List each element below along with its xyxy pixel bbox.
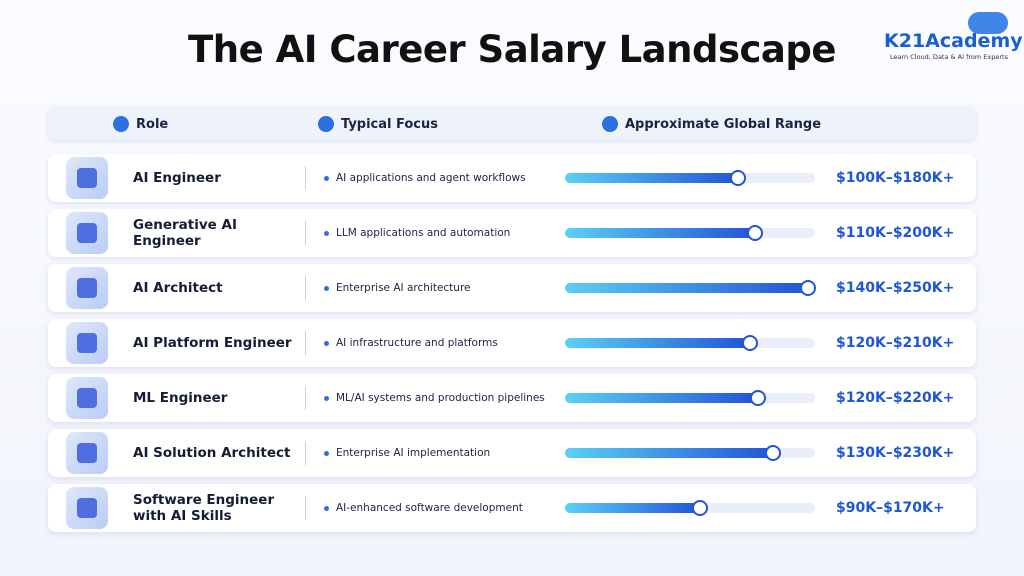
role-name: Generative AI Engineer bbox=[133, 217, 237, 249]
role-icon bbox=[66, 377, 108, 419]
column-label: Approximate Global Range bbox=[625, 116, 822, 132]
bar-knob bbox=[729, 170, 746, 186]
role-icon bbox=[66, 212, 108, 254]
divider bbox=[305, 221, 306, 245]
bar-knob bbox=[799, 280, 816, 296]
role-name: AI Platform Engineer bbox=[133, 335, 292, 351]
salary-range: $90K–$170K+ bbox=[836, 500, 945, 516]
focus-text: AI infrastructure and platforms bbox=[324, 319, 498, 367]
bar-track bbox=[565, 225, 815, 241]
bar-knob bbox=[764, 445, 781, 461]
role-icon bbox=[66, 322, 108, 364]
column-label: Role bbox=[136, 116, 169, 132]
role-icon bbox=[66, 432, 108, 474]
brand: K21Academy bbox=[884, 30, 1023, 52]
role-icon bbox=[66, 267, 108, 309]
role-icon bbox=[66, 157, 108, 199]
table-row: AI Engineer AI applications and agent wor… bbox=[48, 154, 976, 202]
bar-knob bbox=[742, 335, 758, 351]
focus-text: Enterprise AI implementation bbox=[324, 429, 490, 477]
bar-track bbox=[565, 170, 815, 186]
table-row: AI Architect Enterprise AI architecture $1… bbox=[48, 264, 976, 312]
role-name: AI Architect bbox=[133, 280, 223, 296]
salary-range: $120K–$220K+ bbox=[836, 390, 955, 406]
table-row: AI Platform Engineer AI infrastructure an… bbox=[48, 319, 976, 367]
tagline: Learn Cloud, Data & AI from Experts bbox=[890, 53, 1008, 61]
role-icon bbox=[66, 487, 108, 529]
bar-fill bbox=[565, 228, 755, 238]
column-label: Typical Focus bbox=[341, 116, 439, 132]
table-row: ML Engineer ML/AI systems and production … bbox=[48, 374, 976, 422]
divider bbox=[305, 166, 306, 190]
focus-text: AI-enhanced software development bbox=[324, 484, 523, 532]
bar-fill bbox=[565, 503, 700, 513]
salary-range: $100K–$180K+ bbox=[836, 170, 955, 186]
role-name: ML Engineer bbox=[133, 390, 228, 406]
bar-track bbox=[565, 390, 815, 406]
bar-track bbox=[565, 280, 816, 296]
bar-knob bbox=[749, 390, 766, 406]
bar-knob bbox=[747, 225, 763, 241]
divider bbox=[305, 276, 306, 300]
salary-range: $130K–$230K+ bbox=[836, 445, 955, 461]
bar-fill bbox=[565, 283, 808, 293]
divider bbox=[305, 441, 306, 465]
role-name: Software Engineer with AI Skills bbox=[133, 492, 275, 524]
table-row: Generative AI Engineer LLM applications a… bbox=[48, 209, 976, 257]
role-name: AI Engineer bbox=[133, 170, 221, 186]
bar-track bbox=[565, 335, 815, 351]
focus-text: LLM applications and automation bbox=[324, 209, 510, 257]
role-name: AI Solution Architect bbox=[133, 445, 291, 461]
title: The AI Career Salary Landscape bbox=[188, 28, 836, 71]
column-header: Typical Focus bbox=[318, 116, 438, 132]
divider bbox=[305, 331, 306, 355]
column-header: Approximate Global Range bbox=[602, 116, 821, 132]
table-row: Software Engineer with AI Skills AI-enhan… bbox=[48, 484, 976, 532]
salary-range: $140K–$250K+ bbox=[836, 280, 955, 296]
column-header: Role bbox=[113, 116, 168, 132]
bar-track bbox=[565, 445, 815, 461]
focus-text: ML/AI systems and production pipelines bbox=[324, 374, 545, 422]
divider bbox=[305, 496, 306, 520]
focus-text: AI applications and agent workflows bbox=[324, 154, 526, 202]
table-row: AI Solution Architect Enterprise AI imple… bbox=[48, 429, 976, 477]
salary-range: $120K–$210K+ bbox=[836, 335, 955, 351]
focus-text: Enterprise AI architecture bbox=[324, 264, 471, 312]
bar-fill bbox=[565, 448, 773, 458]
bar-fill bbox=[565, 338, 750, 348]
bar-knob bbox=[692, 500, 708, 516]
bar-fill bbox=[565, 173, 738, 183]
table-header bbox=[48, 106, 976, 140]
divider bbox=[305, 386, 306, 410]
bar-track bbox=[565, 500, 815, 516]
logo-icon bbox=[968, 12, 1008, 34]
bar-fill bbox=[565, 393, 758, 403]
salary-range: $110K–$200K+ bbox=[836, 225, 955, 241]
